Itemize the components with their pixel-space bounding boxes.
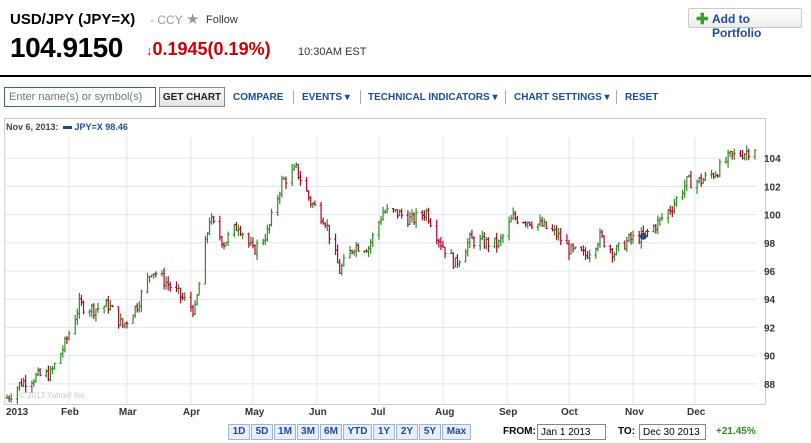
legend-date: Nov 6, 2013: xyxy=(6,122,59,132)
legend-swatch xyxy=(62,126,72,130)
chart-toolbar: GET CHART COMPARE EVENTS ▾ TECHNICAL IND… xyxy=(0,84,811,110)
range-change-percent: +21.45% xyxy=(716,426,756,437)
highlight-marker xyxy=(639,232,647,240)
range-button-2y[interactable]: 2Y xyxy=(396,424,418,440)
y-tick-label: 94 xyxy=(764,295,776,306)
y-tick-label: 98 xyxy=(764,239,776,250)
price-change-value: 0.1945(0.19%) xyxy=(152,39,271,59)
add-to-portfolio-button[interactable]: ✚ Add to Portfolio xyxy=(688,8,802,40)
y-tick-label: 96 xyxy=(764,267,776,278)
x-tick-label: Sep xyxy=(499,407,517,418)
x-tick-label: Jul xyxy=(371,407,386,418)
reset-link[interactable]: RESET xyxy=(625,92,659,103)
arrow-down-icon: ↓ xyxy=(146,43,153,58)
x-tick-label: Oct xyxy=(561,407,578,418)
header-divider xyxy=(0,75,811,77)
star-icon[interactable]: ★ xyxy=(186,11,200,28)
from-label: FROM: xyxy=(503,426,536,437)
toolbar-divider xyxy=(360,90,361,104)
price-change: ↓0.1945(0.19%) xyxy=(146,39,271,60)
y-tick-label: 92 xyxy=(764,323,776,334)
range-button-5d[interactable]: 5D xyxy=(251,424,273,440)
y-tick-label: 104 xyxy=(764,154,781,165)
get-chart-button[interactable]: GET CHART xyxy=(159,87,225,107)
technical-indicators-menu[interactable]: TECHNICAL INDICATORS ▾ xyxy=(368,92,498,103)
from-date-input[interactable] xyxy=(537,424,606,440)
range-button-max[interactable]: Max xyxy=(442,424,471,440)
range-button-1y[interactable]: 1Y xyxy=(373,424,395,440)
y-tick-label: 88 xyxy=(764,380,776,391)
follow-link[interactable]: Follow xyxy=(206,14,238,26)
toolbar-divider xyxy=(505,90,506,104)
x-tick-label: Mar xyxy=(119,407,137,418)
to-date-input[interactable] xyxy=(639,424,706,440)
toolbar-divider xyxy=(293,90,294,104)
plus-icon: ✚ xyxy=(696,11,709,28)
x-tick-label: Nov xyxy=(625,407,644,418)
range-button-1m[interactable]: 1M xyxy=(274,424,296,440)
quote-time: 10:30AM EST xyxy=(298,46,367,58)
to-label: TO: xyxy=(618,426,636,437)
x-tick-label: Aug xyxy=(435,407,454,418)
compare-link[interactable]: COMPARE xyxy=(233,92,284,103)
range-button-1d[interactable]: 1D xyxy=(228,424,250,440)
add-to-portfolio-label: Add to Portfolio xyxy=(712,12,762,40)
price-chart[interactable]: 88 90 92 94 96 98 100 102 104 2013 Feb Mar Apr May Jun… xyxy=(0,0,811,420)
y-tick-label: 90 xyxy=(764,352,776,363)
legend-series: JPY=X 98.46 xyxy=(74,122,128,132)
x-tick-label: Jun xyxy=(309,407,327,418)
range-button-6m[interactable]: 6M xyxy=(320,424,342,440)
quote-header: USD/JPY (JPY=X) - CCY ★ Follow 104.9150 … xyxy=(0,0,811,75)
y-tick-label: 102 xyxy=(764,182,781,193)
events-menu[interactable]: EVENTS ▾ xyxy=(302,92,350,103)
range-button-ytd[interactable]: YTD xyxy=(343,424,372,440)
toolbar-divider xyxy=(616,90,617,104)
x-tick-label: Feb xyxy=(61,407,79,418)
x-tick-label: 2013 xyxy=(6,407,29,418)
range-button-3m[interactable]: 3M xyxy=(297,424,319,440)
chart-watermark: © 2013 Yahoo! Inc. xyxy=(19,391,87,400)
chart-legend: Nov 6, 2013: JPY=X 98.46 xyxy=(6,122,128,132)
currency-label: - CCY xyxy=(150,13,183,27)
x-tick-label: May xyxy=(245,407,265,418)
symbol-search-input[interactable] xyxy=(4,87,156,107)
range-button-5y[interactable]: 5Y xyxy=(419,424,441,440)
ticker-title: USD/JPY (JPY=X) xyxy=(10,11,136,28)
x-tick-label: Apr xyxy=(183,407,200,418)
chart-settings-menu[interactable]: CHART SETTINGS ▾ xyxy=(514,92,610,103)
y-tick-label: 100 xyxy=(764,211,781,222)
x-tick-label: Dec xyxy=(687,407,706,418)
last-price: 104.9150 xyxy=(10,32,123,63)
